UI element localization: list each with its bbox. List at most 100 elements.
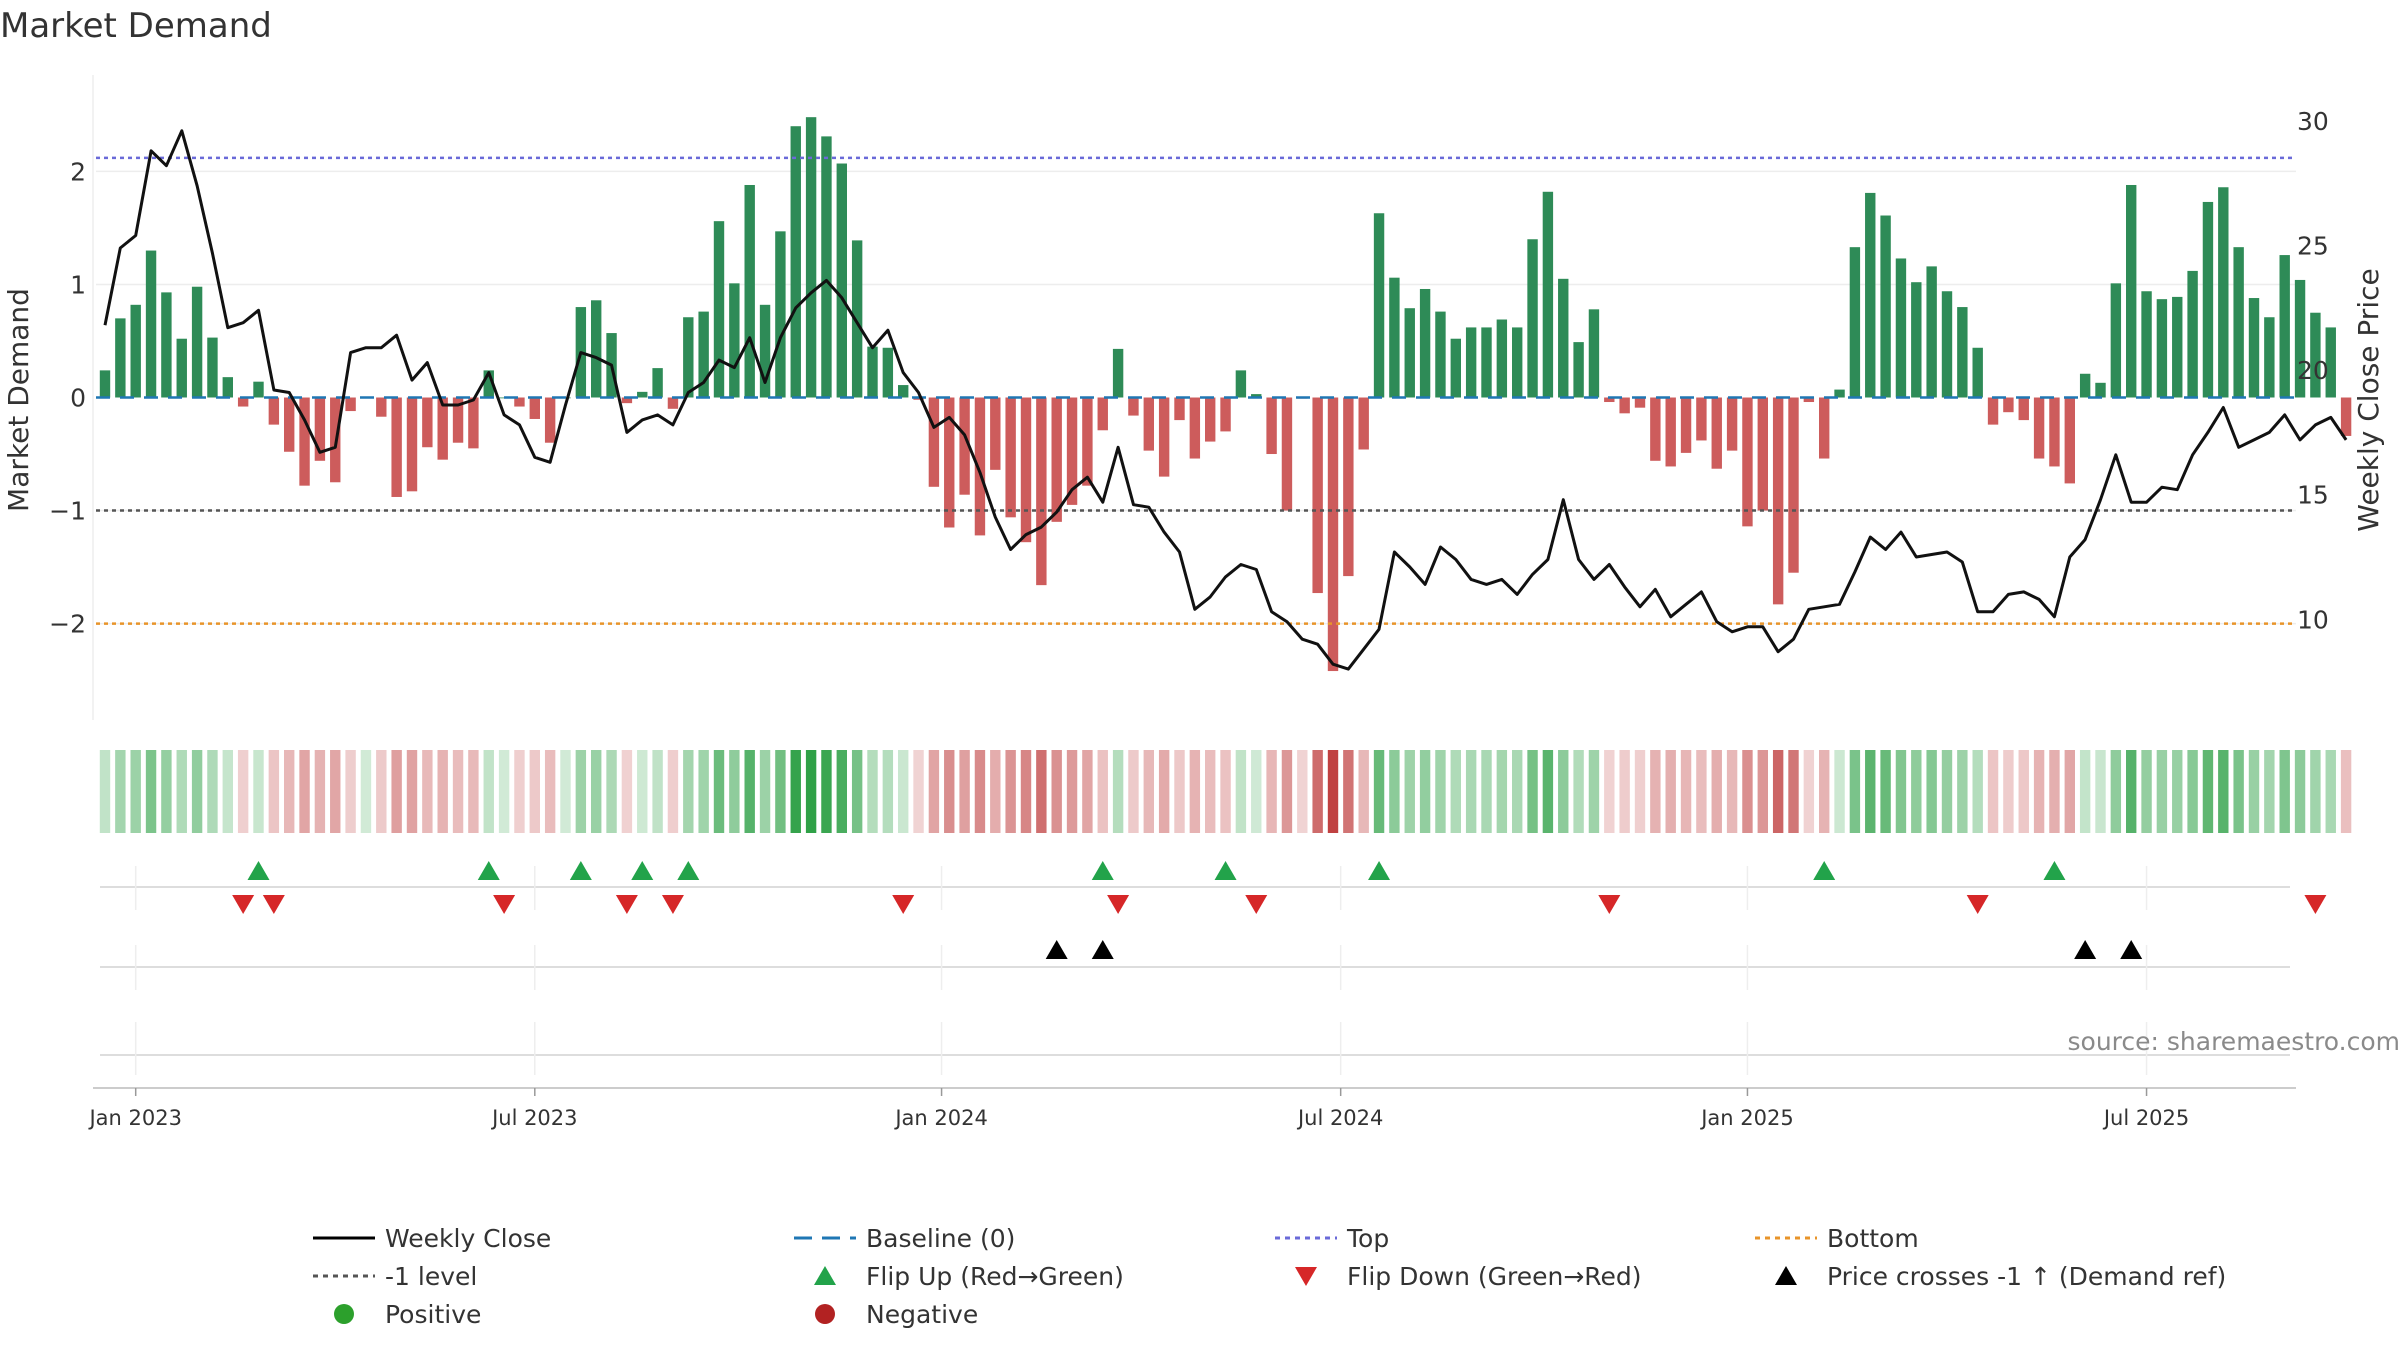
demand-bar [1251, 394, 1262, 398]
demand-bar [775, 231, 786, 398]
demand-bar [1373, 213, 1385, 398]
heat-cell [1987, 750, 1999, 833]
heat-cell [1788, 750, 1799, 833]
heat-cell [1849, 750, 1861, 833]
heat-cell [161, 750, 172, 833]
heat-cell [1803, 750, 1815, 833]
flip-up-marker [1813, 861, 1836, 880]
heat-cell [775, 750, 786, 833]
demand-bar [683, 317, 694, 398]
demand-bar [2064, 397, 2075, 484]
demand-bar [652, 368, 663, 398]
heat-cell [652, 750, 663, 833]
heat-cell [1158, 750, 1170, 833]
demand-bar [1343, 397, 1354, 577]
signal-rows [93, 861, 2327, 1089]
demand-bar [406, 397, 418, 492]
demand-bar [2095, 382, 2106, 398]
flip-down-marker [1966, 895, 1989, 914]
heat-cell [821, 750, 832, 833]
demand-bar [115, 318, 126, 398]
heat-cell [2141, 750, 2152, 833]
demand-bar [1358, 397, 1369, 450]
demand-bar [882, 347, 894, 398]
demand-bar [851, 240, 863, 398]
heat-cell [2156, 750, 2168, 833]
y2-axis-label: Weekly Close Price [2352, 268, 2385, 531]
heat-cell [667, 750, 679, 833]
demand-bar [959, 397, 970, 495]
demand-bar [1957, 307, 1968, 398]
heat-cell [1895, 750, 1907, 833]
demand-bar [176, 338, 187, 398]
heat-cell [2064, 750, 2075, 833]
heat-cell [1036, 750, 1047, 833]
demand-bar [437, 397, 448, 460]
y-tick-label: −2 [49, 610, 86, 639]
heat-cell [452, 750, 464, 833]
demand-bar [1220, 397, 1231, 432]
demand-bar [1788, 397, 1799, 573]
heat-cell [1235, 750, 1247, 833]
demand-bar [759, 304, 771, 398]
heat-cell [1373, 750, 1385, 833]
legend-label: Negative [866, 1300, 978, 1329]
demand-bar [1128, 397, 1139, 416]
demand-bar [1097, 397, 1108, 431]
x-tick-label: Jan 2023 [87, 1106, 182, 1130]
demand-bar [2172, 296, 2183, 398]
heat-cell [207, 750, 218, 833]
y2-axis-ticks: 30 25 20 15 10 [2297, 107, 2329, 634]
heat-cell [1542, 750, 1554, 833]
flip-down-marker [615, 895, 638, 914]
demand-bar [1005, 397, 1016, 518]
heat-cell [1880, 750, 1891, 833]
demand-bar [1665, 397, 1676, 467]
demand-bar [2218, 187, 2229, 398]
demand-bar [1389, 277, 1400, 398]
demand-bar [1865, 192, 1876, 398]
demand-bar [1312, 397, 1323, 594]
heat-cell [1573, 750, 1584, 833]
demand-bar [821, 136, 832, 398]
flip-down-marker [661, 895, 684, 914]
demand-bar [591, 300, 602, 398]
legend-label: Price crosses -1 ↑ (Demand ref) [1827, 1262, 2226, 1291]
demand-bar [299, 397, 310, 486]
x-axis-ticks: Jan 2023 Jul 2023 Jan 2024 Jul 2024 Jan 2025… [87, 866, 2189, 1130]
heat-cell [1189, 750, 1201, 833]
demand-bar [1941, 291, 1953, 398]
legend-swatch [1775, 1266, 1797, 1285]
heat-cell [468, 750, 479, 833]
heat-cell [1066, 750, 1078, 833]
source-credit: source: sharemaestro.com [2068, 1027, 2400, 1056]
heat-cell [1481, 750, 1492, 833]
heat-cell [1604, 750, 1615, 833]
y-tick-label: 2 [70, 157, 86, 186]
demand-bar [836, 163, 847, 398]
heat-cell [1665, 750, 1676, 833]
heat-cell [851, 750, 863, 833]
heat-cell [1588, 750, 1600, 833]
heat-cell [990, 750, 1001, 833]
heat-cell [1097, 750, 1108, 833]
demand-bar [2310, 312, 2321, 398]
heat-cell [237, 750, 249, 833]
heat-cell [2033, 750, 2045, 833]
heat-cell [606, 750, 617, 833]
heat-cell [1343, 750, 1354, 833]
demand-bar [790, 126, 801, 398]
demand-bar [468, 397, 479, 449]
flip-down-marker [1107, 895, 1130, 914]
demand-bar [1327, 397, 1339, 672]
heat-cell [1512, 750, 1523, 833]
heat-cell [1911, 750, 1922, 833]
heat-cell [759, 750, 771, 833]
demand-bar [1481, 327, 1492, 398]
demand-bar [1266, 397, 1277, 455]
legend-label: Weekly Close [385, 1224, 551, 1253]
demand-bar [667, 397, 679, 409]
heat-cell [1696, 750, 1707, 833]
heat-cell [360, 750, 372, 833]
flip-down-marker [493, 895, 516, 914]
